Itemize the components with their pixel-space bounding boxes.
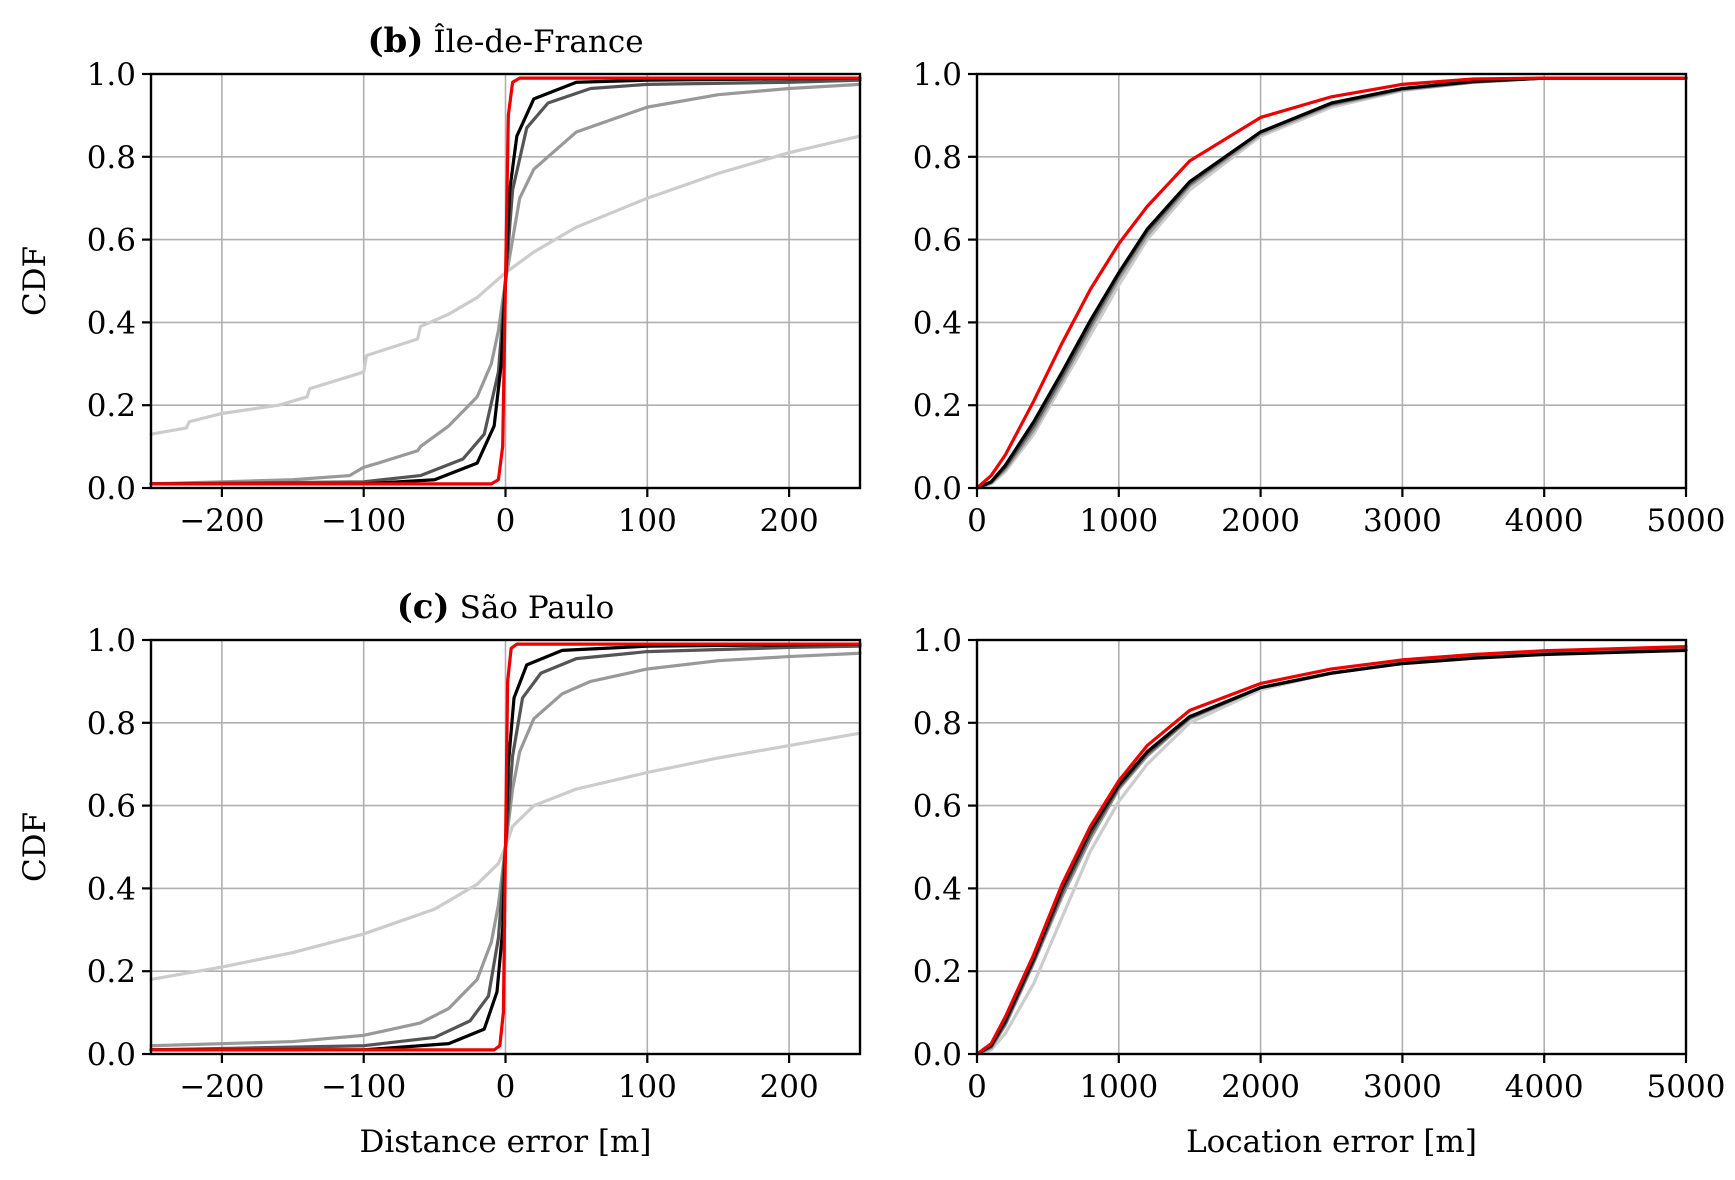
x-tick-label-b-distance-0: −200 (179, 503, 264, 539)
x-axis-label-c-location: Location error [m] (1186, 1124, 1477, 1160)
cdf-series-line-b-location-0 (975, 76, 1688, 490)
y-tick-label-b-distance-5: 1.0 (87, 57, 136, 93)
cdf-series-line-b-location-1 (975, 76, 1688, 490)
panel-title-b-distance: (b) Île-de-France (367, 21, 643, 61)
cdf-series-line-b-location-3 (975, 76, 1688, 490)
cdf-series-line-c-distance-2 (149, 644, 862, 1052)
y-tick-label-c-location-5: 1.0 (913, 623, 962, 659)
x-tick-label-c-distance-1: −100 (321, 1069, 406, 1105)
axes-frame-c-location (975, 638, 1688, 1056)
y-tick-label-b-distance-2: 0.4 (87, 305, 136, 341)
cdf-series-line-b-distance-1 (149, 82, 862, 486)
x-tick-label-c-location-0: 0 (967, 1069, 987, 1105)
x-tick-label-c-location-1: 1000 (1079, 1069, 1158, 1105)
cdf-series-line-c-location-3 (975, 648, 1688, 1056)
cdf-series-line-b-location-4 (975, 76, 1688, 490)
x-tick-label-c-distance-4: 200 (760, 1069, 819, 1105)
y-tick-label-b-location-3: 0.6 (913, 223, 962, 259)
y-tick-label-b-location-2: 0.4 (913, 305, 962, 341)
panel-tag-c-distance: (c) (397, 587, 450, 627)
y-tick-label-b-location-0: 0.0 (913, 471, 962, 507)
x-tick-label-c-location-5: 5000 (1647, 1069, 1726, 1105)
y-axis-label-c-distance: CDF (17, 812, 53, 882)
panel-tag-b-distance: (b) (367, 21, 423, 61)
panel-name-b-distance: Île-de-France (433, 22, 643, 60)
y-tick-label-c-distance-2: 0.4 (87, 871, 136, 907)
x-axis-label-c-distance: Distance error [m] (359, 1124, 651, 1160)
x-tick-label-c-location-2: 2000 (1221, 1069, 1300, 1105)
plot-panel-b-distance: −200 −100 0 100 200 0.0 0.2 0.4 0.6 0.8 1.0 CDF (b) Î… (17, 21, 862, 539)
cdf-series-line-c-location-4 (975, 645, 1688, 1056)
x-tick-label-b-location-0: 0 (967, 503, 987, 539)
panel-title-c-distance: (c) São Paulo (397, 587, 615, 627)
cdf-series-line-c-distance-4 (149, 642, 862, 1052)
x-tick-label-c-distance-3: 100 (618, 1069, 677, 1105)
x-tick-label-b-distance-1: −100 (321, 503, 406, 539)
y-tick-label-b-distance-3: 0.6 (87, 223, 136, 259)
x-tick-label-b-location-4: 4000 (1505, 503, 1584, 539)
y-tick-label-c-location-2: 0.4 (913, 871, 962, 907)
x-tick-label-b-location-5: 5000 (1647, 503, 1726, 539)
y-tick-label-b-distance-4: 0.8 (87, 140, 136, 176)
cdf-series-line-b-distance-4 (149, 76, 862, 486)
y-tick-label-c-location-1: 0.2 (913, 954, 962, 990)
x-tick-label-c-location-3: 3000 (1363, 1069, 1442, 1105)
cdf-series-line-b-distance-0 (149, 134, 862, 436)
x-tick-label-b-location-3: 3000 (1363, 503, 1442, 539)
plot-panel-c-distance: −200 −100 0 100 200 0.0 0.2 0.4 0.6 0.8 1.0 CDF Dist… (17, 587, 862, 1160)
x-tick-label-c-distance-0: −200 (179, 1069, 264, 1105)
cdf-series-line-b-location-2 (975, 76, 1688, 490)
y-tick-label-c-distance-0: 0.0 (87, 1037, 136, 1073)
y-axis-label-b-distance: CDF (17, 246, 53, 316)
y-tick-label-c-distance-1: 0.2 (87, 954, 136, 990)
y-tick-label-b-location-4: 0.8 (913, 140, 962, 176)
x-tick-label-b-distance-2: 0 (496, 503, 516, 539)
y-tick-label-b-location-5: 1.0 (913, 57, 962, 93)
cdf-series-line-c-location-2 (975, 648, 1688, 1056)
axes-frame-b-location (975, 72, 1688, 490)
y-tick-label-c-location-0: 0.0 (913, 1037, 962, 1073)
x-tick-label-b-distance-4: 200 (760, 503, 819, 539)
plot-panel-c-location: 0 1000 2000 3000 4000 5000 0.0 0.2 0.4 0.6 0.8 1.0 L… (913, 623, 1726, 1160)
x-tick-label-c-location-4: 4000 (1505, 1069, 1584, 1105)
y-tick-label-b-location-1: 0.2 (913, 388, 962, 424)
y-tick-label-c-distance-4: 0.8 (87, 706, 136, 742)
x-tick-label-b-location-1: 1000 (1079, 503, 1158, 539)
x-tick-label-b-location-2: 2000 (1221, 503, 1300, 539)
panel-name-c-distance: São Paulo (460, 590, 615, 626)
y-tick-label-b-distance-1: 0.2 (87, 388, 136, 424)
x-tick-label-b-distance-3: 100 (618, 503, 677, 539)
y-tick-label-c-location-3: 0.6 (913, 789, 962, 825)
y-tick-label-c-distance-3: 0.6 (87, 789, 136, 825)
y-tick-label-b-distance-0: 0.0 (87, 471, 136, 507)
y-tick-label-c-distance-5: 1.0 (87, 623, 136, 659)
y-tick-label-c-location-4: 0.8 (913, 706, 962, 742)
x-tick-label-c-distance-2: 0 (496, 1069, 516, 1105)
plot-panel-b-location: 0 1000 2000 3000 4000 5000 0.0 0.2 0.4 0.6 0.8 1.0 (913, 57, 1726, 539)
